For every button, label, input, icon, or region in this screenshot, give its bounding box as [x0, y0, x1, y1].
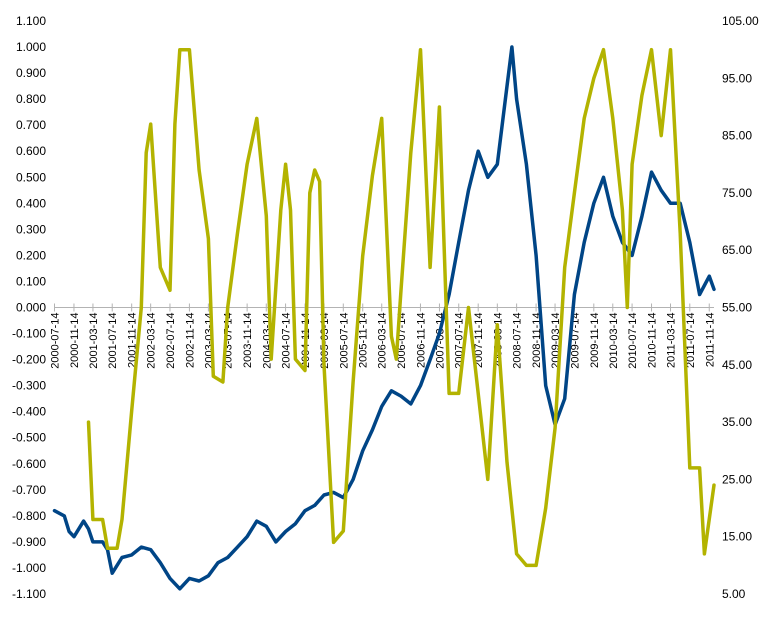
y-right-tick-label: 65.00	[722, 243, 752, 257]
y-left-tick-label: -1.100	[12, 587, 46, 601]
x-tick-label: 2006-11-14	[415, 313, 427, 368]
x-tick-label: 2002-07-14	[165, 313, 177, 369]
x-tick-label: 2000-07-14	[50, 313, 62, 369]
y-left-tick-label: -0.300	[12, 379, 46, 393]
x-tick-label: 2000-11-14	[69, 313, 81, 368]
x-tick-label: 2002-11-14	[184, 313, 196, 368]
y-left-tick-label: 0.300	[16, 222, 46, 236]
x-tick-label: 2008-07-14	[512, 313, 524, 369]
x-tick-label: 2001-07-14	[107, 313, 119, 369]
y-right-tick-label: 35.00	[722, 415, 752, 429]
y-right-tick-label: 55.00	[722, 301, 752, 315]
x-tick-label: 2011-11-14	[704, 313, 716, 368]
y-left-tick-label: 0.500	[16, 170, 46, 184]
x-tick-label: 2009-11-14	[589, 313, 601, 368]
y-left-tick-label: -0.700	[12, 483, 46, 497]
y-left-tick-label: -1.000	[12, 561, 46, 575]
y-left-tick-label: -0.200	[12, 353, 46, 367]
y-left-tick-label: -0.100	[12, 327, 46, 341]
y-right-tick-label: 75.00	[722, 186, 752, 200]
y-left-tick-label: 0.900	[16, 66, 46, 80]
x-tick-label: 2002-03-14	[146, 313, 158, 369]
series-line-0	[52, 45, 716, 591]
x-tick-label: 2005-11-14	[358, 313, 370, 368]
y-left-tick-label: 0.000	[16, 301, 46, 315]
x-tick-label: 2007-03-14	[434, 313, 446, 369]
series-line-1	[86, 47, 716, 568]
x-tick-label: 2010-07-14	[627, 313, 639, 369]
x-tick-label: 2004-07-14	[281, 313, 293, 369]
y-left-tick-label: 0.700	[16, 118, 46, 132]
y-left-tick-label: -0.900	[12, 535, 46, 549]
y-right-tick-label: 45.00	[722, 358, 752, 372]
y-left-tick-label: 0.200	[16, 248, 46, 262]
y-right-tick-label: 5.00	[722, 587, 746, 601]
series-layer	[52, 45, 716, 591]
x-axis-labels: 2000-07-14 2000-11-14 2001-03-14 2001-07-14…	[50, 312, 717, 368]
y-left-tick-label: 0.600	[16, 144, 46, 158]
x-tick-label: 2007-11-14	[473, 313, 485, 368]
y-left-tick-label: -0.600	[12, 457, 46, 471]
y-left-tick-label: -0.500	[12, 431, 46, 445]
x-tick-label: 2006-03-14	[377, 313, 389, 369]
y-right-tick-label: 85.00	[722, 129, 752, 143]
x-tick-label: 2003-11-14	[242, 313, 254, 368]
x-tick-label: 2010-11-14	[647, 313, 659, 368]
y-right-tick-label: 25.00	[722, 472, 752, 486]
y-left-tick-label: 0.800	[16, 92, 46, 106]
x-tick-label: 2011-03-14	[666, 313, 678, 368]
x-tick-label: 2005-07-14	[338, 313, 350, 369]
x-tick-label: 2001-03-14	[88, 313, 100, 369]
y-axis-left-labels: 1.100 1.000 0.900 0.800 0.700 0.600 0.500 0.400…	[12, 14, 46, 601]
y-left-tick-label: -0.400	[12, 405, 46, 419]
x-tick-label: 2011-07-14	[685, 313, 697, 368]
y-left-tick-label: -0.800	[12, 509, 46, 523]
y-right-tick-label: 105.00	[722, 14, 759, 28]
x-tick-label: 2010-03-14	[608, 313, 620, 369]
y-left-tick-label: 0.400	[16, 196, 46, 210]
y-left-tick-label: 1.000	[16, 40, 46, 54]
y-left-tick-label: 0.100	[16, 274, 46, 288]
y-right-tick-label: 15.00	[722, 530, 752, 544]
y-left-tick-label: 1.100	[16, 14, 46, 28]
y-right-tick-label: 95.00	[722, 71, 752, 85]
y-axis-right-labels: 105.00 95.00 85.00 75.00 65.00 55.00 45.00 35.0…	[722, 14, 759, 601]
